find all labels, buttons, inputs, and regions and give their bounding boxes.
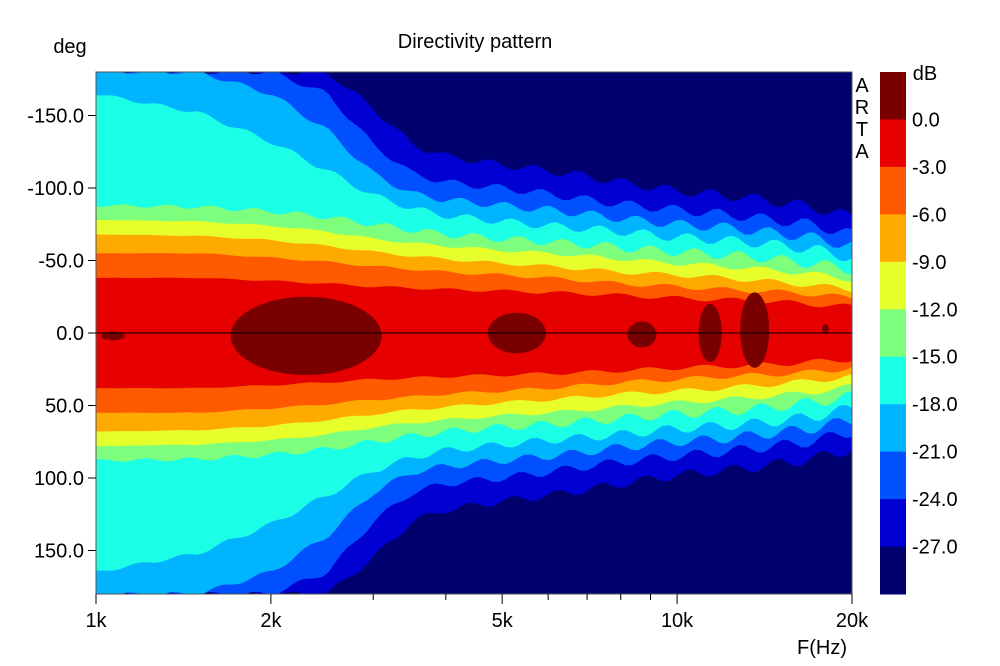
colorbar-label: -12.0 bbox=[912, 299, 958, 321]
peak-region-7 bbox=[821, 324, 829, 333]
x-tick-label: 10k bbox=[661, 610, 694, 632]
colorbar-label: -9.0 bbox=[912, 252, 946, 274]
y-tick-label: -150.0 bbox=[27, 106, 84, 128]
peak-region-2 bbox=[230, 296, 382, 376]
y-tick-label: 150.0 bbox=[34, 541, 84, 563]
peak-region-4 bbox=[627, 321, 657, 348]
colorbar-swatch bbox=[880, 214, 906, 263]
x-tick-label: 1k bbox=[85, 610, 107, 632]
colorbar-swatch bbox=[880, 451, 906, 500]
watermark-letter: A bbox=[855, 141, 869, 163]
y-axis: -150.0 -100.0 -50.0 0.0 50.0 100.0 150.0 bbox=[27, 106, 96, 563]
x-tick-label: 20k bbox=[836, 610, 869, 632]
y-tick-label: 0.0 bbox=[56, 323, 84, 345]
colorbar-swatch bbox=[880, 404, 906, 453]
colorbar-swatch bbox=[880, 119, 906, 168]
chart-title: Directivity pattern bbox=[398, 31, 553, 53]
colorbar: dB 0.0 -3.0 -6.0 -9.0 -12.0 -15.0 -18.0 -21.0 -2… bbox=[880, 63, 958, 595]
colorbar-label: -6.0 bbox=[912, 204, 946, 226]
x-axis: 1k 2k 5k 10k 20k bbox=[85, 594, 869, 632]
colorbar-swatch bbox=[880, 546, 906, 595]
colorbar-swatch bbox=[880, 72, 906, 120]
colorbar-swatch bbox=[880, 309, 906, 358]
colorbar-swatch bbox=[880, 356, 906, 405]
y-tick-label: -50.0 bbox=[38, 251, 84, 273]
peak-region-1 bbox=[101, 331, 125, 341]
colorbar-label: -3.0 bbox=[912, 157, 946, 179]
x-tick-label: 2k bbox=[260, 610, 282, 632]
x-axis-label: F(Hz) bbox=[797, 637, 847, 659]
colorbar-label: -15.0 bbox=[912, 347, 958, 369]
y-tick-label: 100.0 bbox=[34, 468, 84, 490]
plot-area bbox=[95, 71, 853, 595]
colorbar-label: -24.0 bbox=[912, 489, 958, 511]
watermark-letter: R bbox=[855, 97, 869, 119]
colorbar-label: -27.0 bbox=[912, 537, 958, 559]
colorbar-label: -18.0 bbox=[912, 394, 958, 416]
y-axis-label: deg bbox=[53, 36, 86, 58]
colorbar-label: -21.0 bbox=[912, 442, 958, 464]
colorbar-label: 0.0 bbox=[912, 109, 940, 131]
peak-region-6 bbox=[740, 292, 770, 368]
colorbar-swatch bbox=[880, 166, 906, 215]
colorbar-swatch bbox=[880, 261, 906, 310]
watermark-letter: A bbox=[855, 75, 869, 97]
y-tick-label: 50.0 bbox=[45, 396, 84, 418]
colorbar-unit: dB bbox=[913, 63, 937, 85]
colorbar-swatch bbox=[880, 499, 906, 548]
y-tick-label: -100.0 bbox=[27, 178, 84, 200]
watermark-letter: T bbox=[856, 119, 868, 141]
x-tick-label: 5k bbox=[492, 610, 514, 632]
